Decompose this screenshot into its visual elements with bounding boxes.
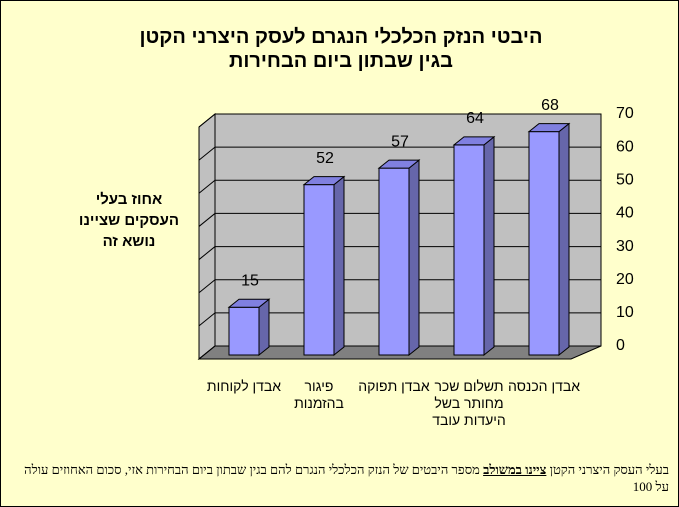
bar-face — [528, 131, 560, 356]
grid-line — [198, 246, 216, 260]
grid-line — [198, 345, 216, 360]
grid-line — [198, 279, 216, 294]
bar-face — [527, 123, 571, 133]
bar — [302, 175, 346, 357]
grid-line — [198, 213, 216, 227]
y-tick-label: 40 — [616, 205, 634, 222]
value-label: 57 — [391, 133, 409, 150]
value-label: 68 — [541, 97, 559, 114]
bar-face — [258, 298, 270, 357]
grid-line — [198, 179, 216, 194]
bar — [527, 122, 571, 357]
y-axis-label: אחוז בעלי העסקים שציינו נושא זה — [78, 191, 180, 250]
y-tick-label: 30 — [616, 238, 634, 255]
y-tick-label: 0 — [616, 337, 625, 354]
bar-face — [303, 184, 335, 356]
value-label: 64 — [466, 110, 484, 127]
bar-face — [377, 159, 421, 169]
y-tick-label: 70 — [616, 105, 634, 122]
value-label: 52 — [316, 150, 334, 167]
bar — [452, 135, 496, 357]
chart-title: היבטי הנזק הכלכלי הנגרם לעסק היצרני הקטן… — [91, 25, 591, 73]
x-tick-label: אבדן הכנסה — [507, 378, 581, 394]
grid-line — [198, 113, 216, 128]
x-tick-label: אבדן תפוקה — [358, 378, 430, 394]
bar-face — [227, 298, 271, 308]
bar-face — [452, 136, 496, 146]
bar-face — [333, 175, 345, 357]
bar-face — [228, 306, 260, 356]
y-tick-label: 10 — [616, 304, 634, 321]
bar — [227, 298, 271, 357]
grid-line — [198, 146, 216, 161]
bar — [377, 159, 421, 357]
bar-face — [558, 122, 570, 357]
x-tick-label: אבדן לקוחות — [206, 378, 282, 394]
title-line: בגין שבתון ביום הבחירות — [228, 50, 453, 72]
note: בעלי העסק היצרני הקטן ציינו במשולב מספר … — [9, 461, 669, 495]
grid-line — [198, 312, 216, 327]
y-tick-label: 50 — [616, 172, 634, 189]
bar-face — [302, 176, 346, 186]
value-label: 15 — [241, 273, 259, 290]
side-wall — [198, 112, 216, 361]
bar-face — [453, 144, 485, 356]
bar-face — [483, 135, 495, 357]
title-line: היבטי הנזק הכלכלי הנגרם לעסק היצרני הקטן — [139, 26, 543, 48]
y-tick-label: 20 — [616, 271, 634, 288]
bar-face — [378, 167, 410, 356]
note-emphasis: ציינו במשולב — [483, 462, 547, 477]
bar-face — [408, 159, 420, 357]
x-tick-label: תשלום שכר מחותר בשל היעדות עובד — [432, 378, 506, 428]
x-tick-label: פיגור בהזמנות — [294, 378, 344, 411]
y-tick-label: 60 — [616, 138, 634, 155]
note-text: מספר היבטים של הנזק הכלכלי הנגרם להם בגי… — [24, 462, 669, 494]
note-text: בעלי העסק היצרני הקטן — [546, 462, 669, 477]
